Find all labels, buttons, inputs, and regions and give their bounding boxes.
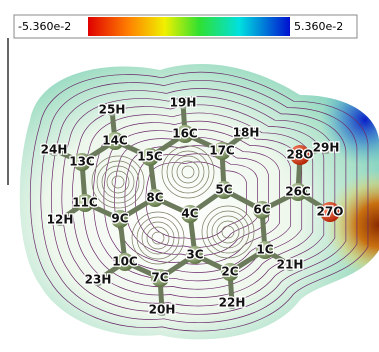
atom-label: 18H [233, 126, 260, 140]
atom-label: 24H [41, 143, 68, 157]
atom-label: 9C [111, 212, 128, 226]
atom-label: 23H [85, 273, 112, 287]
atom-label: 19H [170, 96, 197, 110]
colorbar [88, 17, 290, 36]
atom-label: 1C [256, 243, 273, 257]
colorbar-max: 5.360e-2 [294, 20, 343, 33]
atom-label: 11C [72, 196, 98, 210]
colorbar-min: -5.360e-2 [18, 20, 71, 33]
atom-label: 6C [253, 203, 270, 217]
atom-label: 21H [277, 258, 304, 272]
atom-label: 3C [186, 248, 203, 262]
atom-label: 13C [69, 155, 95, 169]
atom-label: 5C [215, 183, 232, 197]
atom-label: 27O [317, 205, 344, 219]
atom-label: 28O [287, 148, 314, 162]
atom-label: 2C [221, 265, 238, 279]
atom-label: 16C [172, 127, 198, 141]
atom-label: 22H [219, 296, 246, 310]
mep-figure: -5.360e-2 5.360e-2 25H 19H 18H 14C 16C 24H 15C… [0, 0, 379, 352]
atom-label: 10C [112, 255, 138, 269]
atom-label: 26C [285, 185, 311, 199]
atom-label: 20H [149, 303, 176, 317]
atom-label: 12H [47, 213, 74, 227]
atom-label: 29H [313, 141, 340, 155]
atom-label: 15C [137, 150, 163, 164]
atom-label: 7C [151, 271, 168, 285]
atom-label: 8C [146, 191, 163, 205]
atom-label: 4C [181, 207, 198, 221]
atom-label: 14C [102, 134, 128, 148]
atom-label: 25H [99, 103, 126, 117]
atom-label: 17C [209, 144, 235, 158]
